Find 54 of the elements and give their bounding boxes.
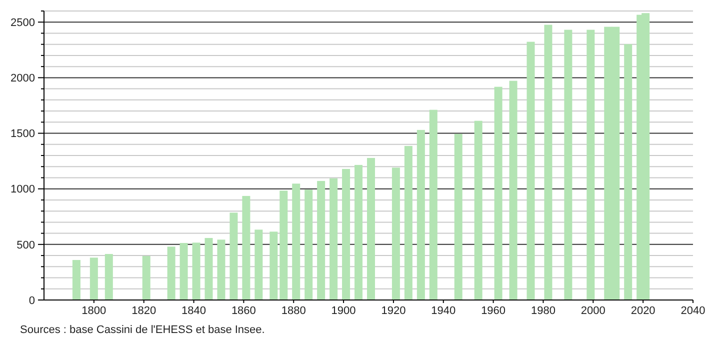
bar bbox=[72, 260, 80, 300]
y-tick-label: 1500 bbox=[10, 128, 35, 140]
source-note: Sources : base Cassini de l'EHESS et base Insee. bbox=[20, 324, 265, 336]
x-tick-label: 1980 bbox=[530, 305, 556, 317]
bar bbox=[544, 24, 552, 300]
bar bbox=[142, 256, 150, 300]
bar bbox=[280, 190, 288, 300]
x-tick-label: 1940 bbox=[431, 305, 456, 317]
bar bbox=[242, 196, 250, 300]
y-tick-label: 500 bbox=[16, 239, 35, 252]
bar bbox=[180, 242, 188, 300]
bar bbox=[217, 240, 226, 300]
bar bbox=[90, 258, 98, 300]
y-tick-label: 0 bbox=[28, 294, 35, 307]
x-tick-label: 1860 bbox=[231, 305, 256, 317]
bar bbox=[317, 180, 326, 300]
bar bbox=[167, 246, 176, 300]
bar bbox=[624, 44, 632, 300]
bar bbox=[564, 30, 572, 300]
bar bbox=[304, 190, 313, 300]
bar bbox=[494, 86, 502, 300]
bar bbox=[354, 164, 363, 300]
x-tick-label: 1880 bbox=[281, 305, 306, 317]
bar bbox=[454, 134, 462, 300]
bar bbox=[416, 130, 425, 300]
x-tick-label: 2000 bbox=[580, 305, 606, 317]
bar bbox=[526, 42, 535, 300]
bar bbox=[330, 178, 338, 300]
x-tick-label: 1820 bbox=[132, 305, 156, 317]
x-tick-label: 1920 bbox=[381, 305, 406, 317]
bar bbox=[404, 146, 412, 300]
bar bbox=[270, 232, 278, 300]
bar bbox=[104, 254, 113, 300]
bar bbox=[230, 212, 238, 300]
y-tick-label: 2500 bbox=[10, 16, 35, 29]
bar bbox=[474, 120, 482, 300]
x-tick-label: 1900 bbox=[331, 305, 356, 317]
bar bbox=[292, 184, 300, 300]
x-tick-label: 2040 bbox=[680, 305, 706, 317]
bar bbox=[586, 30, 595, 300]
bar bbox=[429, 110, 438, 300]
bar bbox=[509, 80, 518, 300]
y-tick-label: 1000 bbox=[10, 184, 35, 196]
bar bbox=[342, 168, 350, 300]
x-tick-label: 1840 bbox=[182, 305, 206, 317]
x-tick-label: 1960 bbox=[481, 305, 506, 317]
bar bbox=[254, 230, 263, 300]
bar bbox=[192, 242, 200, 300]
bar bbox=[204, 238, 213, 300]
x-tick-label: 1800 bbox=[82, 305, 106, 317]
bar bbox=[392, 168, 400, 300]
x-tick-label: 2020 bbox=[630, 305, 656, 317]
bar bbox=[366, 158, 375, 300]
y-tick-label: 2000 bbox=[10, 72, 35, 85]
